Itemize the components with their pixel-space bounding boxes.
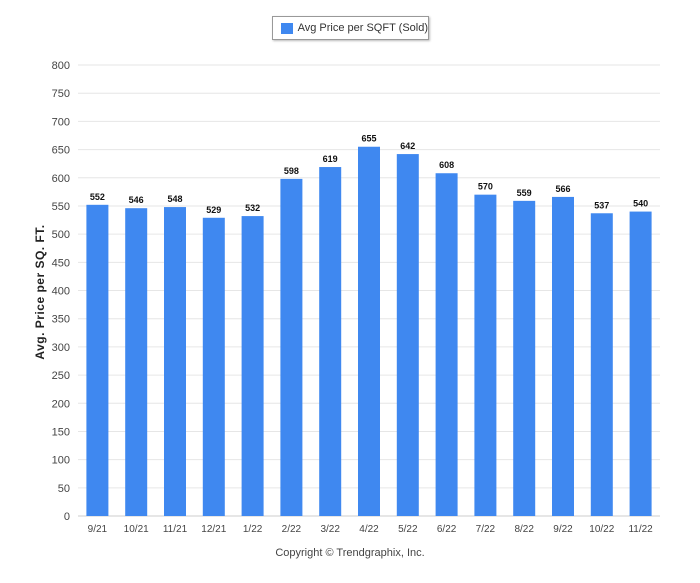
x-tick-label: 10/22: [589, 524, 614, 535]
data-label: 552: [90, 192, 105, 202]
bar[interactable]: [396, 154, 419, 516]
bar[interactable]: [474, 194, 497, 516]
x-tick-label: 10/21: [124, 524, 149, 535]
bars: [86, 146, 652, 517]
data-label: 540: [633, 199, 648, 209]
y-tick-labels: 0 50 100 150 200 250 300 350 400 450 500 550 600 650 7…: [52, 60, 70, 523]
data-label: 619: [323, 154, 338, 164]
legend-label: Avg Price per SQFT (Sold): [297, 22, 428, 34]
data-label: 642: [400, 141, 415, 151]
x-tick-label: 11/22: [628, 524, 653, 535]
y-tick-label: 500: [52, 229, 70, 241]
chart-legend[interactable]: Avg Price per SQFT (Sold): [272, 16, 429, 40]
data-label: 655: [361, 134, 376, 144]
x-tick-label: 1/22: [243, 524, 263, 535]
y-tick-label: 800: [52, 60, 70, 72]
bar[interactable]: [358, 146, 380, 516]
x-tick-label: 4/22: [359, 524, 379, 535]
y-tick-label: 100: [52, 455, 70, 467]
y-tick-label: 750: [52, 88, 70, 100]
x-tick-label: 9/22: [553, 524, 573, 535]
x-tick-label: 8/22: [514, 524, 534, 535]
data-label: 566: [555, 184, 570, 194]
x-tick-label: 11/21: [163, 524, 188, 535]
x-tick-labels: 9/21 10/21 11/21 12/21 1/22 2/22 3/22 4/22 5/22 6…: [88, 524, 654, 535]
x-tick-label: 3/22: [320, 524, 340, 535]
y-tick-label: 250: [52, 370, 70, 382]
bar[interactable]: [552, 196, 574, 517]
x-tick-label: 2/22: [282, 524, 302, 535]
data-label: 570: [478, 182, 493, 192]
y-tick-label: 550: [52, 201, 70, 213]
x-tick-label: 6/22: [437, 524, 457, 535]
bar[interactable]: [629, 211, 652, 516]
bar[interactable]: [202, 217, 225, 516]
x-tick-label: 9/21: [88, 524, 108, 535]
y-tick-label: 350: [52, 314, 70, 326]
x-tick-label: 7/22: [476, 524, 496, 535]
y-tick-label: 700: [52, 116, 70, 128]
bar[interactable]: [241, 216, 264, 516]
y-tick-label: 50: [58, 483, 70, 495]
x-tick-label: 5/22: [398, 524, 418, 535]
x-tick-label: 12/21: [201, 524, 226, 535]
data-labels: 552 546 548 529 532 598 619 655 642 608 570 559 566 5…: [90, 134, 648, 215]
y-tick-label: 200: [52, 398, 70, 410]
data-label: 532: [245, 203, 260, 213]
y-tick-label: 400: [52, 286, 70, 298]
bar[interactable]: [435, 173, 458, 517]
y-tick-label: 0: [64, 511, 70, 523]
data-label: 608: [439, 160, 454, 170]
bar[interactable]: [319, 167, 342, 516]
bar[interactable]: [125, 208, 148, 516]
legend-swatch: [281, 22, 293, 34]
data-label: 537: [594, 200, 609, 210]
bar[interactable]: [86, 204, 109, 516]
y-tick-label: 650: [52, 145, 70, 157]
bar[interactable]: [164, 207, 186, 516]
bar[interactable]: [513, 200, 536, 516]
y-tick-label: 450: [52, 257, 70, 269]
y-tick-label: 600: [52, 173, 70, 185]
copyright-footer: Copyright © Trendgraphix, Inc.: [275, 547, 425, 559]
data-label: 546: [129, 195, 144, 205]
y-tick-label: 150: [52, 426, 70, 438]
bar[interactable]: [590, 213, 613, 517]
data-label: 529: [206, 205, 221, 215]
y-tick-label: 300: [52, 342, 70, 354]
data-label: 548: [167, 194, 182, 204]
bar[interactable]: [280, 178, 303, 516]
data-label: 598: [284, 166, 299, 176]
data-label: 559: [517, 188, 532, 198]
